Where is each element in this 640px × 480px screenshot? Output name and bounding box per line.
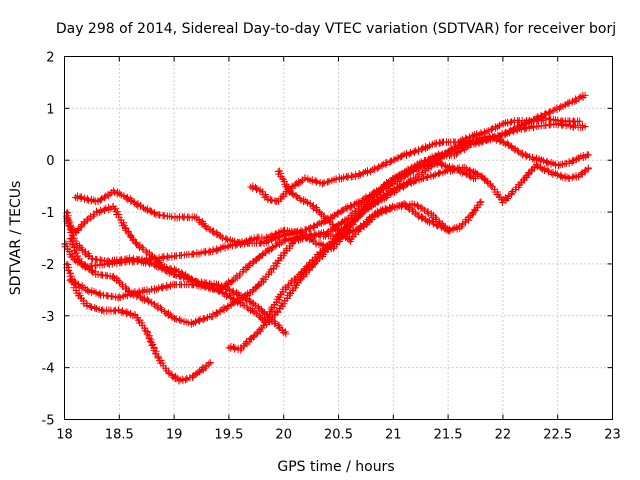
x-tick-label: 21.5 <box>434 428 463 443</box>
x-tick-label: 23 <box>604 428 621 443</box>
plot-frame <box>64 56 613 420</box>
chart-title: Day 298 of 2014, Sidereal Day-to-day VTE… <box>56 21 616 37</box>
series-track-10 <box>274 167 452 245</box>
y-tick-label: 1 <box>46 102 54 117</box>
marker-trail <box>247 114 584 205</box>
x-tick-label: 19 <box>166 428 183 443</box>
x-tick-label: 20 <box>275 428 292 443</box>
gridlines <box>64 56 613 420</box>
y-tick-label: -2 <box>42 258 55 273</box>
y-tick-label: 0 <box>46 154 54 169</box>
marker-trail <box>274 167 452 245</box>
y-tick-label: -4 <box>42 362 55 377</box>
x-tick-label: 18.5 <box>105 428 134 443</box>
marker-trail <box>63 261 214 385</box>
x-tick-label: 18 <box>56 428 73 443</box>
series-track-2 <box>63 261 214 385</box>
series-track-9 <box>247 114 584 205</box>
x-tick-label: 20.5 <box>324 428 353 443</box>
x-tick-label: 22 <box>495 428 512 443</box>
data-points <box>61 91 592 385</box>
axis-ticks: 18 18.5 19 19.5 20 20.5 21 21.5 22 22.5 23210-1-2-… <box>42 51 621 443</box>
x-tick-label: 22.5 <box>543 428 572 443</box>
marker-trail <box>225 91 589 354</box>
x-tick-label: 19.5 <box>214 428 243 443</box>
y-tick-label: -1 <box>42 206 55 221</box>
y-axis-label: SDTVAR / TECUs <box>8 181 24 296</box>
series-track-8 <box>225 91 589 354</box>
y-tick-label: 2 <box>46 51 54 66</box>
x-axis-label: GPS time / hours <box>277 459 394 475</box>
x-tick-label: 21 <box>385 428 402 443</box>
y-tick-label: -5 <box>42 414 55 429</box>
y-tick-label: -3 <box>42 310 55 325</box>
